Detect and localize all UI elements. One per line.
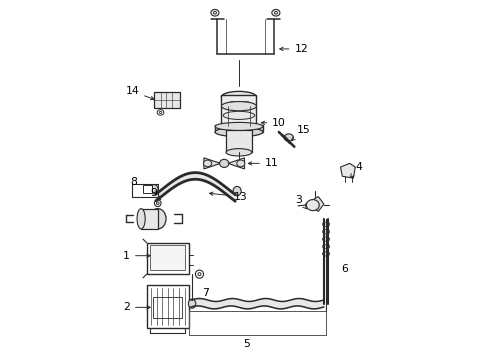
Ellipse shape (274, 12, 277, 14)
Ellipse shape (188, 299, 195, 308)
Text: 6: 6 (340, 264, 347, 274)
Ellipse shape (215, 122, 263, 131)
Ellipse shape (219, 159, 228, 167)
Ellipse shape (305, 199, 319, 211)
Polygon shape (305, 197, 323, 211)
Ellipse shape (154, 200, 161, 207)
Bar (142, 185, 152, 193)
Ellipse shape (322, 244, 329, 249)
Polygon shape (340, 163, 355, 178)
Ellipse shape (203, 160, 211, 167)
Text: 2: 2 (123, 302, 150, 312)
Text: 15: 15 (291, 125, 310, 140)
Ellipse shape (322, 222, 329, 226)
Ellipse shape (215, 127, 263, 136)
Bar (153, 297, 182, 319)
Bar (215, 125, 263, 132)
Ellipse shape (322, 229, 329, 234)
Text: 7: 7 (202, 288, 209, 298)
Bar (150, 244, 185, 270)
Ellipse shape (150, 185, 158, 194)
Ellipse shape (223, 111, 254, 120)
Ellipse shape (236, 160, 244, 167)
Text: 8: 8 (130, 177, 137, 187)
Text: 14: 14 (125, 86, 154, 100)
Ellipse shape (156, 202, 159, 204)
Ellipse shape (284, 134, 293, 141)
Text: 10: 10 (261, 118, 285, 128)
Bar (221, 95, 256, 126)
Ellipse shape (221, 102, 256, 111)
Ellipse shape (149, 208, 166, 229)
Ellipse shape (210, 9, 219, 16)
Ellipse shape (221, 91, 256, 103)
Ellipse shape (157, 110, 163, 115)
Text: 3: 3 (294, 195, 306, 209)
Ellipse shape (213, 12, 216, 14)
Text: 9: 9 (150, 188, 161, 199)
Bar (225, 130, 251, 152)
Ellipse shape (271, 9, 279, 16)
Bar (146, 243, 189, 274)
Bar (141, 209, 158, 229)
Ellipse shape (322, 237, 329, 241)
Bar (154, 93, 180, 108)
Bar (146, 285, 189, 328)
Text: 11: 11 (248, 158, 278, 168)
Ellipse shape (198, 273, 201, 276)
Ellipse shape (159, 111, 162, 113)
Text: 1: 1 (123, 251, 150, 261)
Ellipse shape (195, 270, 203, 278)
Ellipse shape (137, 208, 145, 229)
Text: 13: 13 (209, 192, 246, 202)
Ellipse shape (225, 149, 251, 156)
Text: 4: 4 (350, 162, 362, 177)
Polygon shape (227, 158, 244, 169)
Text: 12: 12 (279, 44, 307, 54)
Polygon shape (203, 158, 220, 169)
Ellipse shape (322, 252, 329, 256)
Ellipse shape (233, 186, 241, 196)
Text: 5: 5 (243, 339, 249, 349)
